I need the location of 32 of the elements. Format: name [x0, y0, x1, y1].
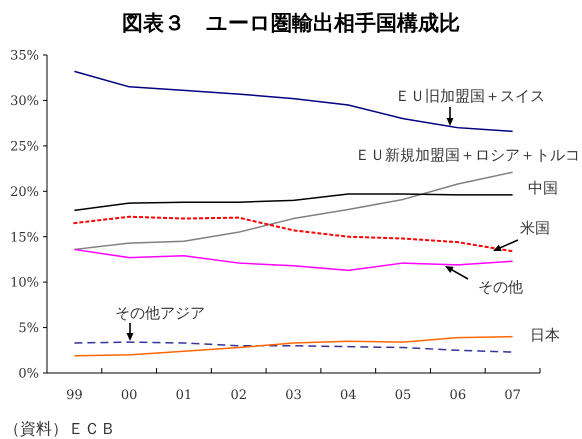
text: （資料）ＥＣＢ	[4, 419, 116, 438]
y-tick-label: 15%	[10, 230, 39, 246]
line-series	[74, 171, 514, 250]
y-tick-label: 5%	[18, 321, 39, 336]
series-label: ＥＵ新規加盟国＋ロシア＋トルコ	[355, 146, 580, 164]
series-label: 日本	[530, 326, 560, 344]
x-tick-label: 00	[120, 388, 138, 403]
line-series	[74, 70, 514, 132]
x-tick-label: 04	[340, 388, 357, 403]
y-tick-label: 25%	[10, 139, 39, 154]
chart-title: 図表３ ユーロ圏輸出相手国構成比	[122, 10, 460, 35]
line-series	[74, 248, 514, 272]
y-tick-label: 10%	[10, 276, 39, 291]
series-label: その他	[478, 278, 523, 296]
line-series	[74, 341, 514, 353]
y-tick-label: 30%	[10, 94, 39, 109]
x-tick-label: 05	[394, 388, 412, 403]
y-tick-label: 20%	[10, 184, 39, 200]
series-label: 米国	[520, 219, 550, 237]
x-tick-label: 99	[66, 388, 83, 403]
x-tick-label: 07	[504, 388, 521, 403]
series-label: 中国	[528, 179, 558, 197]
line-series	[74, 336, 514, 356]
line-series	[74, 193, 514, 212]
x-tick-label: 01	[176, 388, 192, 403]
x-tick-label: 02	[230, 388, 247, 403]
x-tick-label: 03	[285, 388, 302, 403]
y-tick-label: 0%	[18, 366, 39, 382]
x-tick-label: 06	[450, 388, 466, 403]
series-label: ＥＵ旧加盟国＋スイス	[395, 87, 545, 105]
y-tick-label: 35%	[10, 48, 39, 64]
series-label: その他アジア	[115, 304, 205, 322]
